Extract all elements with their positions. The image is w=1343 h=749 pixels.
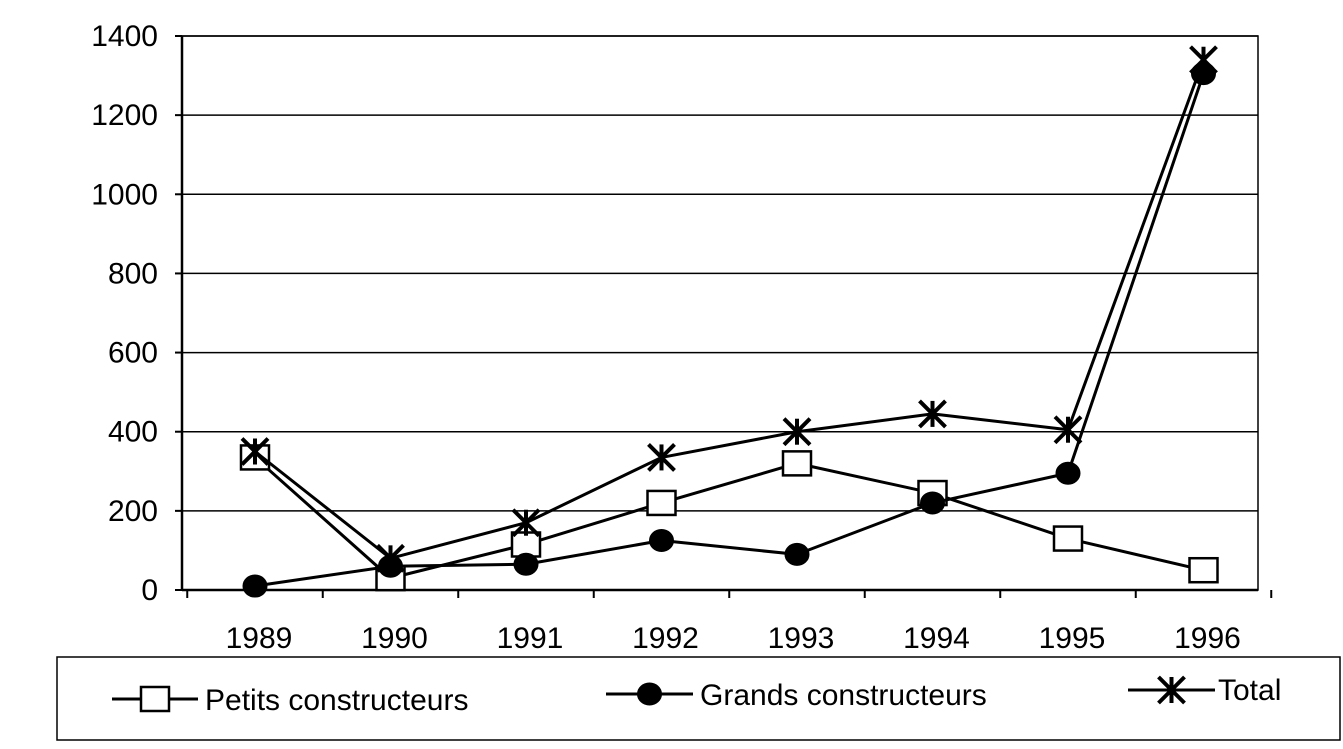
- x-tick-label-1994: 1994: [903, 622, 970, 655]
- legend-label: Petits constructeurs: [205, 684, 468, 717]
- x-tick-label-1991: 1991: [497, 622, 564, 655]
- series-line: [254, 73, 1205, 588]
- data-point: [1188, 556, 1219, 584]
- legend-label: Grands constructeurs: [700, 679, 987, 712]
- axes: [180, 36, 1258, 592]
- legend-marker: [139, 685, 171, 713]
- series-line: [254, 456, 1204, 580]
- data-point: [781, 450, 813, 477]
- x-tick-label-1992: 1992: [632, 622, 699, 655]
- plot-area-border: [181, 35, 1259, 591]
- legend-marker: [637, 682, 662, 706]
- data-point: [784, 542, 810, 566]
- data-point: [1055, 461, 1081, 485]
- series-layer: [239, 45, 1219, 598]
- series-grands-constructeurs: [242, 62, 1216, 598]
- series-line: [254, 59, 1205, 560]
- x-tick-label-1990: 1990: [361, 622, 428, 655]
- data-point: [513, 552, 539, 576]
- x-tick-label-1996: 1996: [1174, 622, 1241, 655]
- y-tick-label: 1400: [91, 20, 158, 53]
- data-point: [918, 399, 947, 429]
- legend-item-petits-constructeurs: Petits constructeurs: [112, 684, 468, 717]
- data-point: [1189, 45, 1218, 75]
- x-tick-label-1995: 1995: [1039, 622, 1106, 655]
- legend-marker: [1157, 675, 1186, 705]
- legend: Petits constructeurs Grands constructeurs…: [56, 656, 1341, 741]
- data-point: [649, 529, 674, 553]
- y-tick-label: 200: [108, 495, 158, 528]
- series-total: [240, 45, 1218, 573]
- gridlines: [182, 35, 1258, 512]
- data-point: [240, 437, 270, 466]
- y-tick-label: 1200: [91, 99, 158, 132]
- legend-item-total: Total: [1128, 674, 1281, 707]
- legend-box: [56, 656, 1341, 741]
- data-point: [242, 574, 268, 598]
- y-tick-label: 800: [108, 257, 158, 290]
- y-tick-label: 400: [108, 416, 158, 449]
- data-point: [647, 443, 676, 472]
- data-point: [511, 508, 541, 538]
- y-tick-label: 0: [141, 574, 158, 607]
- data-point: [646, 489, 677, 517]
- data-point: [1053, 415, 1083, 445]
- plot-frame: [181, 35, 1259, 591]
- x-axis-ticks: 1989 1990 1991 1992 1993 1994 1995 1996: [186, 590, 1273, 655]
- x-tick-label-1993: 1993: [768, 622, 835, 655]
- legend-label: Total: [1218, 674, 1281, 707]
- y-tick-label: 1000: [91, 178, 158, 211]
- data-point: [1052, 525, 1084, 552]
- x-tick-label-1989: 1989: [226, 622, 293, 655]
- data-point: [782, 417, 812, 447]
- y-axis-ticks: 0 200 400 600 800 1000 1200 1400: [91, 20, 182, 607]
- legend-item-grands-constructeurs: Grands constructeurs: [606, 679, 987, 712]
- data-point: [376, 543, 405, 573]
- y-tick-label: 600: [108, 337, 158, 370]
- data-point: [920, 491, 945, 515]
